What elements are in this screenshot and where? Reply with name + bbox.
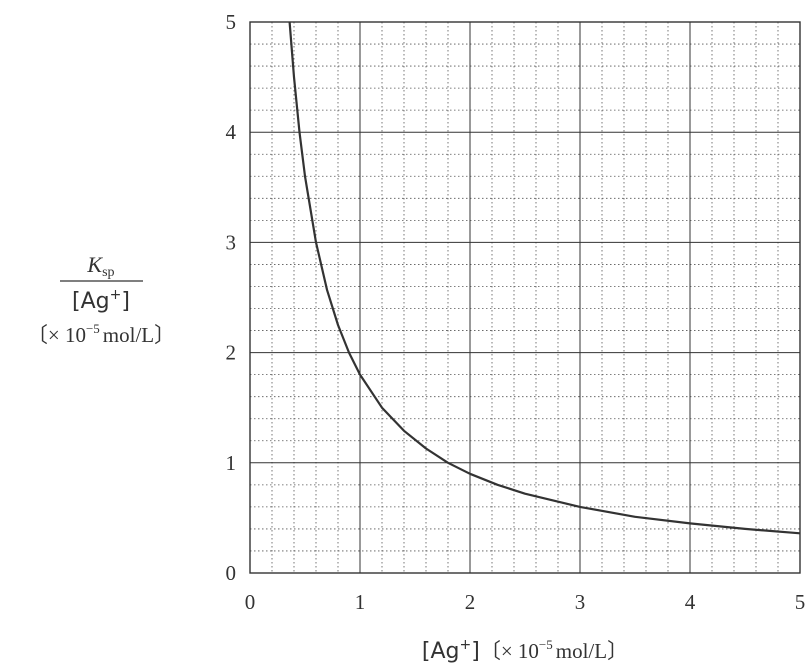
xlabel-unit-exp: −5: [539, 637, 553, 652]
x-tick-label: 2: [465, 590, 476, 614]
xlabel-unit-close: mol/L〕: [556, 639, 628, 663]
ylabel-unit-close: mol/L〕: [103, 323, 175, 347]
ylabel-denominator-species: Ag: [81, 289, 110, 314]
grid: [249, 21, 801, 574]
x-tick-label: 0: [245, 590, 256, 614]
ylabel-numerator: K: [86, 252, 103, 277]
ylabel-numerator-sub: sp: [102, 265, 114, 280]
x-axis-label: [Ag+]〔× 10−5 mol/L〕: [422, 637, 628, 664]
plot-frame: [249, 21, 801, 574]
y-tick-label: 5: [226, 10, 237, 34]
y-axis-label: Ksp [Ag+] 〔× 10−5 mol/L〕: [27, 252, 175, 347]
xlabel-charge: +: [460, 637, 472, 653]
xlabel-unit-open: 〔× 10: [480, 639, 539, 663]
tick-labels: 0 1 2 3 4 5 0 1 2 3 4 5: [226, 10, 806, 614]
plot-area: [288, 21, 801, 535]
xlabel-species: Ag: [430, 639, 459, 664]
svg-text:[Ag+]: [Ag+]: [72, 287, 130, 314]
y-tick-label: 3: [226, 230, 237, 254]
ylabel-unit-open: 〔× 10: [27, 323, 86, 347]
x-tick-label: 5: [795, 590, 806, 614]
ylabel-denominator-charge: +: [110, 287, 122, 303]
y-tick-label: 1: [226, 451, 237, 475]
x-tick-label: 4: [685, 590, 696, 614]
y-tick-label: 4: [226, 120, 237, 144]
x-tick-label: 1: [355, 590, 366, 614]
svg-text:Ksp: Ksp: [86, 252, 114, 280]
series-line: [288, 21, 801, 535]
x-tick-label: 3: [575, 590, 586, 614]
ylabel-unit-exp: −5: [86, 321, 100, 336]
y-tick-label: 0: [226, 561, 237, 585]
y-tick-label: 2: [226, 341, 237, 365]
